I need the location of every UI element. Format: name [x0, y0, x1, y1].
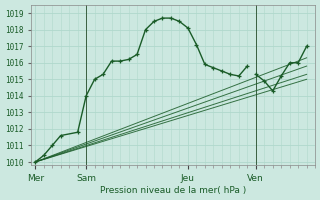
X-axis label: Pression niveau de la mer( hPa ): Pression niveau de la mer( hPa )	[100, 186, 246, 195]
